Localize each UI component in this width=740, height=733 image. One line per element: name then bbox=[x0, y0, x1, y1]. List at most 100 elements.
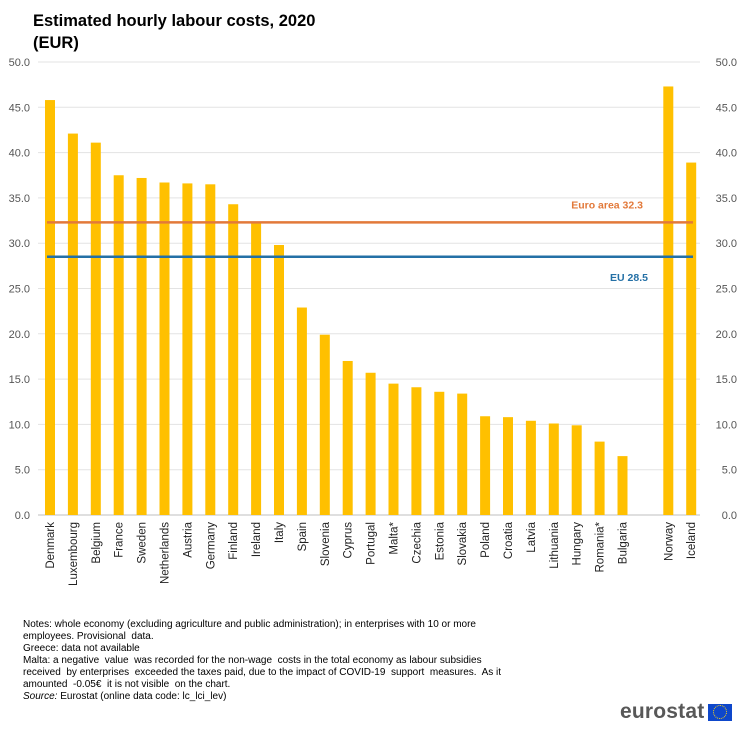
bar-cyprus bbox=[342, 360, 353, 515]
bar-estonia bbox=[434, 391, 445, 515]
bar-slovenia bbox=[319, 334, 330, 515]
x-tick-label: Austria bbox=[182, 521, 194, 557]
note-line: Notes: whole economy (excluding agricult… bbox=[23, 619, 476, 630]
bar-croatia bbox=[503, 417, 513, 515]
x-tick-label: Iceland bbox=[686, 522, 698, 559]
chart-notes: Notes: whole economy (excluding agricult… bbox=[23, 619, 543, 703]
bar-czechia bbox=[411, 387, 422, 515]
y-tick-label-left: 50.0 bbox=[9, 57, 30, 69]
y-tick-label-left: 10.0 bbox=[9, 419, 30, 431]
bar-sweden bbox=[136, 177, 147, 515]
bars bbox=[45, 86, 697, 516]
bar-germany bbox=[205, 184, 216, 515]
bar-chart: 0.0 0.0 5.0 5.0 10.0 10.0 15.0 15.0 20.0 20.0 25.0… bbox=[9, 57, 737, 586]
x-tick-label: Cyprus bbox=[343, 522, 355, 559]
y-tick-label-left: 40.0 bbox=[9, 148, 30, 160]
x-tick-label: Malta* bbox=[389, 521, 401, 554]
bar-ireland bbox=[251, 222, 262, 515]
x-tick-label: Belgium bbox=[91, 522, 103, 564]
x-tick-label: Croatia bbox=[503, 521, 515, 559]
note-line: received by enterprises exceeded the tax… bbox=[23, 667, 502, 678]
note-line: Malta: a negative value was recorded for… bbox=[23, 655, 482, 666]
note-line: Greece: data not available bbox=[23, 643, 140, 654]
bar-france bbox=[113, 175, 124, 515]
y-tick-label-right: 15.0 bbox=[716, 374, 737, 386]
bar-lithuania bbox=[548, 423, 559, 515]
y-tick-label-right: 10.0 bbox=[716, 419, 737, 431]
x-tick-label: Czechia bbox=[411, 521, 423, 563]
source-text: Eurostat (online data code: lc_lci_lev) bbox=[57, 691, 227, 702]
y-tick-label-right: 25.0 bbox=[716, 284, 737, 296]
y-tick-label-left: 35.0 bbox=[9, 193, 30, 205]
note-line: employees. Provisional data. bbox=[23, 631, 154, 642]
bar-slovakia bbox=[457, 393, 468, 515]
bar-netherlands bbox=[159, 182, 170, 516]
y-tick-label-right: 20.0 bbox=[716, 329, 737, 341]
x-tick-label: Portugal bbox=[366, 522, 378, 565]
note-line: amounted -0.05€ it is not visible on the… bbox=[23, 679, 231, 690]
title-line-2: (EUR) bbox=[33, 34, 79, 52]
y-tick-label-left: 20.0 bbox=[9, 329, 30, 341]
bar-luxembourg bbox=[67, 133, 78, 515]
x-tick-label: Germany bbox=[205, 522, 217, 570]
y-tick-label-left: 30.0 bbox=[9, 238, 30, 250]
x-tick-label: Norway bbox=[663, 522, 675, 561]
x-tick-label: Italy bbox=[274, 522, 286, 543]
bar-malta bbox=[388, 383, 399, 515]
x-tick-label: Finland bbox=[228, 522, 240, 560]
x-tick-label: Latvia bbox=[526, 521, 538, 552]
bar-poland bbox=[480, 416, 491, 515]
eu-flag-icon bbox=[708, 703, 733, 721]
bar-romania bbox=[594, 441, 605, 515]
x-tick-label: Slovenia bbox=[320, 521, 332, 566]
bar-portugal bbox=[365, 372, 376, 515]
x-tick-label: Lithuania bbox=[549, 521, 561, 568]
x-tick-label: Netherlands bbox=[160, 522, 172, 584]
eurostat-logo: eurostat bbox=[620, 700, 733, 724]
x-tick-label: France bbox=[114, 522, 126, 558]
bar-finland bbox=[228, 204, 239, 515]
y-tick-label-left: 5.0 bbox=[15, 465, 30, 477]
reference-lines: Euro area 32.3 EU 28.5 bbox=[47, 199, 693, 284]
bar-italy bbox=[274, 245, 284, 515]
x-tick-label: Slovakia bbox=[457, 521, 469, 565]
gridlines bbox=[38, 61, 700, 516]
y-tick-label-left: 0.0 bbox=[15, 510, 30, 522]
x-tick-label: Estonia bbox=[434, 521, 446, 560]
source-line: Source: Eurostat (online data code: lc_l… bbox=[23, 691, 543, 703]
y-tick-label-left: 45.0 bbox=[9, 102, 30, 114]
y-axis-ticks: 0.0 0.0 5.0 5.0 10.0 10.0 15.0 15.0 20.0 20.0 25.0… bbox=[9, 57, 737, 522]
x-tick-label: Ireland bbox=[251, 522, 263, 557]
bar-austria bbox=[182, 183, 193, 516]
x-tick-label: Bulgaria bbox=[618, 521, 630, 564]
x-tick-label: Spain bbox=[297, 522, 309, 551]
source-label: Source: bbox=[23, 691, 58, 702]
x-tick-label: Poland bbox=[480, 522, 492, 558]
x-axis-labels: Denmark Luxembourg Belgium France Sweden Neth… bbox=[45, 521, 698, 586]
y-tick-label-left: 15.0 bbox=[9, 374, 30, 386]
y-tick-label-left: 25.0 bbox=[9, 284, 30, 296]
bar-iceland bbox=[686, 162, 697, 516]
y-tick-label-right: 5.0 bbox=[722, 465, 737, 477]
y-tick-label-right: 0.0 bbox=[722, 510, 737, 522]
bar-bulgaria bbox=[617, 456, 628, 515]
y-tick-label-right: 45.0 bbox=[716, 102, 737, 114]
y-tick-label-right: 30.0 bbox=[716, 238, 737, 250]
x-tick-label: Romania* bbox=[595, 521, 607, 572]
bar-belgium bbox=[90, 142, 101, 515]
logo-text: eurostat bbox=[620, 700, 705, 723]
bar-hungary bbox=[571, 425, 582, 515]
x-tick-label: Denmark bbox=[45, 522, 57, 569]
reference-line-label: EU 28.5 bbox=[610, 272, 648, 284]
bar-latvia bbox=[525, 420, 536, 515]
y-tick-label-right: 40.0 bbox=[716, 148, 737, 160]
bar-denmark bbox=[45, 100, 55, 515]
x-tick-label: Luxembourg bbox=[68, 522, 80, 586]
y-tick-label-right: 50.0 bbox=[716, 57, 737, 69]
chart-title: Estimated hourly labour costs, 2020 (EUR… bbox=[33, 10, 533, 54]
x-tick-label: Hungary bbox=[572, 522, 584, 566]
reference-line-label: Euro area 32.3 bbox=[571, 199, 643, 211]
title-line-1: Estimated hourly labour costs, 2020 bbox=[33, 12, 316, 30]
x-tick-label: Sweden bbox=[137, 522, 149, 564]
bar-norway bbox=[663, 86, 674, 515]
